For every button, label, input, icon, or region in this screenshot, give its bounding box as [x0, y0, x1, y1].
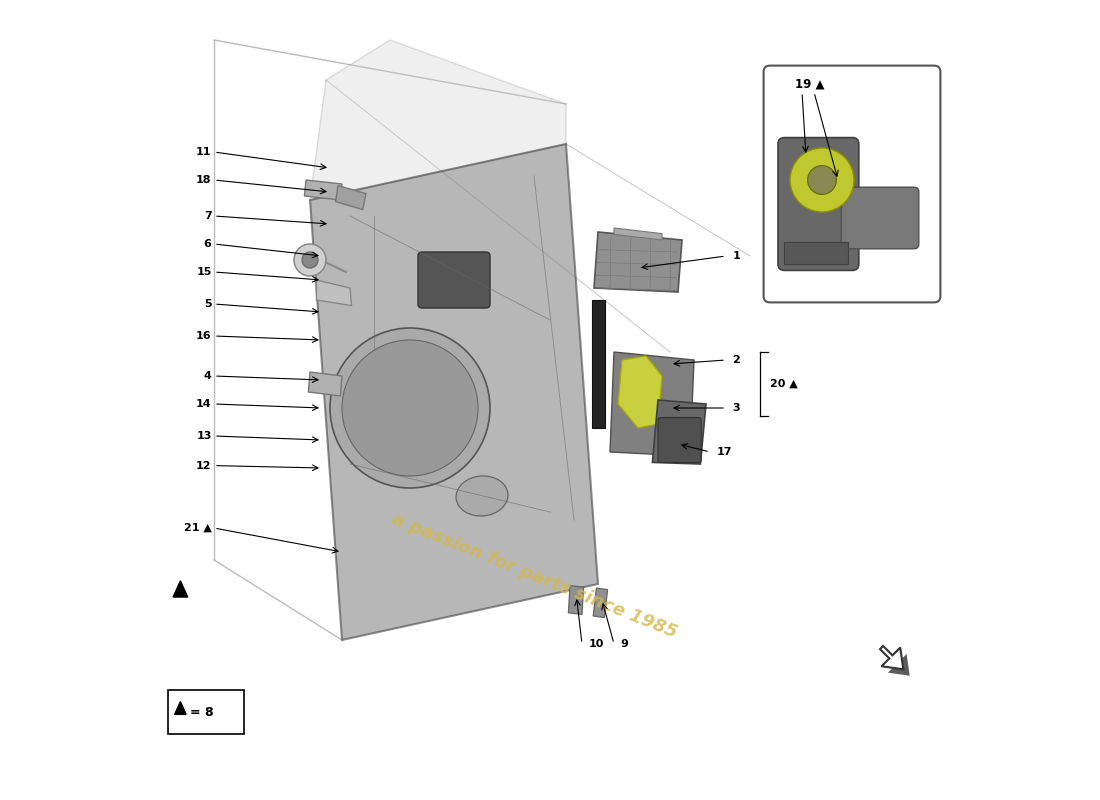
Text: 21 ▲: 21 ▲: [184, 523, 211, 533]
Text: a passion for parts since 1985: a passion for parts since 1985: [388, 510, 680, 642]
Polygon shape: [317, 280, 352, 306]
Polygon shape: [175, 702, 186, 714]
Circle shape: [330, 328, 490, 488]
Bar: [167, 690, 243, 734]
FancyBboxPatch shape: [778, 138, 859, 270]
Text: 4: 4: [204, 371, 211, 381]
Polygon shape: [880, 646, 903, 670]
FancyBboxPatch shape: [842, 187, 918, 249]
Polygon shape: [614, 228, 662, 240]
Circle shape: [807, 166, 836, 194]
Text: 7: 7: [204, 211, 211, 221]
Ellipse shape: [456, 476, 508, 516]
Text: 13: 13: [196, 431, 211, 441]
FancyBboxPatch shape: [763, 66, 940, 302]
Text: 3: 3: [733, 403, 740, 413]
Text: 11: 11: [196, 147, 211, 157]
Text: 16: 16: [196, 331, 211, 341]
Text: 1: 1: [733, 251, 740, 261]
Circle shape: [294, 244, 326, 276]
Circle shape: [302, 252, 318, 268]
Text: 14: 14: [196, 399, 211, 409]
Polygon shape: [593, 588, 607, 618]
Polygon shape: [610, 352, 694, 456]
FancyBboxPatch shape: [658, 418, 701, 462]
Circle shape: [790, 148, 854, 212]
Polygon shape: [569, 586, 584, 614]
Polygon shape: [173, 581, 188, 597]
Text: 15: 15: [196, 267, 211, 277]
Text: 2: 2: [733, 355, 740, 365]
Text: 5: 5: [204, 299, 211, 309]
Polygon shape: [652, 400, 706, 464]
Text: 10: 10: [588, 639, 604, 649]
Polygon shape: [310, 144, 598, 640]
Circle shape: [342, 340, 478, 476]
Bar: [784, 242, 848, 264]
Text: 20 ▲: 20 ▲: [770, 379, 798, 389]
Polygon shape: [336, 186, 366, 210]
Text: 9: 9: [620, 639, 628, 649]
Polygon shape: [594, 232, 682, 292]
Polygon shape: [887, 652, 910, 676]
Text: 19 ▲: 19 ▲: [795, 78, 825, 90]
Polygon shape: [305, 180, 342, 200]
Bar: [593, 300, 605, 428]
Polygon shape: [310, 40, 566, 200]
Text: 18: 18: [196, 175, 211, 185]
Text: 6: 6: [204, 239, 211, 249]
Polygon shape: [618, 356, 662, 428]
FancyBboxPatch shape: [418, 252, 490, 308]
Polygon shape: [308, 372, 342, 396]
Text: 17: 17: [716, 447, 732, 457]
Text: 12: 12: [196, 461, 211, 470]
Text: = 8: = 8: [190, 706, 213, 719]
